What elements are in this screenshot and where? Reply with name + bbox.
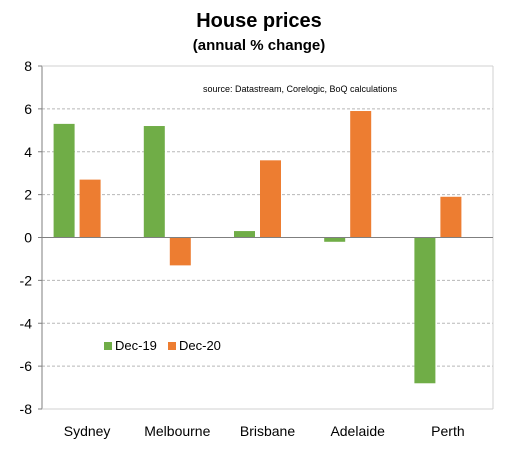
y-tick-label: 0	[24, 230, 32, 246]
legend: Dec-19 Dec-20	[104, 338, 221, 353]
legend-swatch	[104, 342, 112, 350]
legend-label: Dec-19	[115, 338, 157, 353]
y-tick-label: 2	[24, 187, 32, 203]
bar-dec-19-adelaide	[324, 237, 346, 242]
y-tick-label: 8	[24, 58, 32, 74]
legend-label: Dec-20	[179, 338, 221, 353]
y-tick-label: -8	[20, 401, 33, 417]
y-tick-label: 4	[24, 144, 32, 160]
bar-dec-19-sydney	[53, 123, 75, 238]
chart-title: House prices	[196, 10, 322, 32]
x-category-label: Sydney	[64, 423, 111, 439]
x-category-label: Melbourne	[144, 423, 210, 439]
axes: -8 -6 -4 -2 0 2 4 6 8 Sydney Melbourne Brisbane Adel…	[20, 58, 494, 439]
bar-dec-19-brisbane	[234, 231, 255, 238]
x-category-label: Perth	[431, 423, 464, 439]
bar-dec-20-brisbane	[260, 160, 281, 238]
source-annotation: source: Datastream, Corelogic, BoQ calcu…	[203, 84, 398, 94]
x-category-label: Brisbane	[240, 423, 295, 439]
bars	[53, 111, 462, 384]
x-category-label: Adelaide	[330, 423, 385, 439]
y-tick-label: 6	[24, 101, 32, 117]
bar-dec-20-melbourne	[169, 237, 191, 266]
bar-dec-20-sydney	[79, 179, 101, 238]
bar-dec-19-perth	[414, 237, 436, 384]
y-tick-label: -2	[20, 272, 33, 288]
chart-subtitle: (annual % change)	[192, 37, 326, 54]
bar-dec-20-adelaide	[350, 111, 372, 238]
legend-swatch	[168, 342, 176, 350]
y-tick-label: -6	[20, 358, 33, 374]
y-tick-label: -4	[20, 315, 33, 331]
bar-dec-20-perth	[440, 196, 462, 238]
bar-dec-19-melbourne	[143, 126, 165, 238]
